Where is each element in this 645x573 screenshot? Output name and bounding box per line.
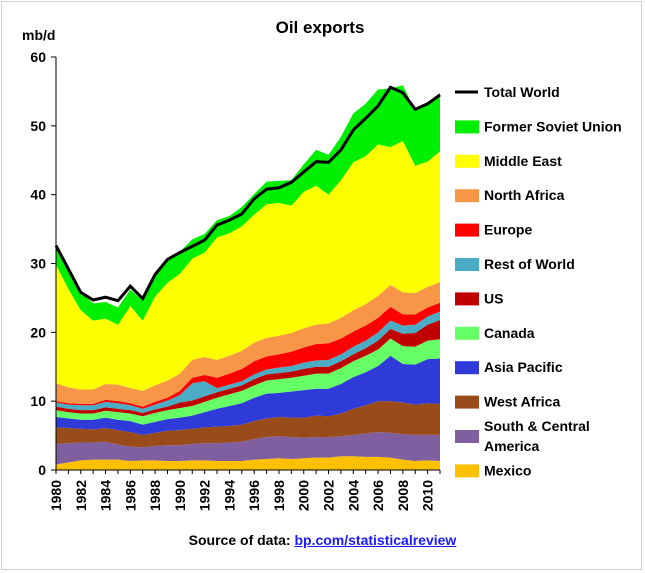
y-tick-label: 20 — [30, 324, 46, 340]
x-tick-label: 2004 — [345, 480, 361, 511]
x-tick-label: 1994 — [221, 480, 237, 511]
x-tick-label: 2006 — [370, 480, 386, 511]
legend-label: US — [484, 290, 503, 306]
y-tick-label: 0 — [38, 462, 46, 478]
legend-swatch — [455, 189, 479, 203]
legend-swatch — [455, 361, 479, 375]
source-link[interactable]: bp.com/statisticalreview — [294, 532, 457, 548]
area-layers — [54, 85, 441, 470]
x-tick-label: 1992 — [197, 480, 213, 511]
legend-label: Rest of World — [484, 256, 575, 272]
y-tick-label: 60 — [30, 49, 46, 65]
y-tick-label: 30 — [30, 256, 46, 272]
legend-label: South & Central — [484, 418, 590, 434]
legend-label: Canada — [484, 325, 535, 341]
legend-label: Former Soviet Union — [484, 118, 622, 134]
legend-label: Total World — [484, 84, 560, 100]
legend-item-south-and-central-america: South & Central America — [455, 418, 590, 454]
legend-item-total-world: Total World — [455, 84, 560, 100]
y-tick-label: 10 — [30, 393, 46, 409]
legend-item-west-africa: West Africa — [455, 394, 560, 410]
legend: Total World Former Soviet Union Middle Eas… — [455, 84, 622, 478]
legend-swatch — [455, 154, 479, 168]
legend-label: America — [484, 438, 539, 454]
legend-label: Middle East — [484, 153, 562, 169]
area-canada — [56, 338, 440, 425]
x-tick-label: 2002 — [321, 480, 337, 511]
chart-title: Oil exports — [276, 18, 365, 37]
legend-item-north-africa: North Africa — [455, 187, 565, 203]
legend-swatch — [455, 292, 479, 306]
area-middle-east — [56, 140, 440, 391]
legend-label: North Africa — [484, 187, 565, 203]
legend-label: Mexico — [484, 462, 531, 478]
x-tick-label: 1980 — [48, 480, 64, 511]
x-tick-label: 2008 — [395, 480, 411, 511]
area-mexico — [56, 456, 440, 470]
legend-swatch — [455, 464, 479, 478]
legend-item-rest-of-world: Rest of World — [455, 256, 575, 272]
legend-item-former-soviet-union: Former Soviet Union — [455, 118, 622, 134]
x-tick-label: 1998 — [271, 480, 287, 511]
legend-swatch — [455, 430, 479, 443]
x-tick-label: 1988 — [147, 480, 163, 511]
area-west-africa — [56, 401, 440, 448]
line-total-world — [54, 85, 441, 303]
x-tick-label: 1990 — [172, 480, 188, 511]
y-tick-label: 40 — [30, 187, 46, 203]
legend-swatch — [455, 258, 479, 271]
source-prefix: Source of data: — [188, 532, 291, 548]
legend-swatch — [455, 395, 479, 409]
legend-swatch — [455, 326, 479, 340]
legend-item-mexico: Mexico — [455, 462, 531, 478]
legend-item-asia-pacific: Asia Pacific — [455, 359, 563, 375]
area-north-africa — [56, 282, 440, 407]
x-tick-label: 2010 — [420, 480, 436, 511]
x-tick-label: 1982 — [73, 480, 89, 511]
area-asia-pacific — [56, 355, 440, 435]
legend-item-canada: Canada — [455, 325, 535, 341]
legend-item-europe: Europe — [455, 222, 532, 238]
x-tick-label: 2000 — [296, 480, 312, 511]
y-axis-unit: mb/d — [22, 27, 55, 43]
legend-item-us: US — [455, 290, 503, 306]
source-note: Source of data: bp.com/statisticalreview — [0, 532, 645, 548]
legend-label: Asia Pacific — [484, 359, 563, 375]
legend-swatch — [455, 120, 479, 134]
y-tick-label: 50 — [30, 118, 46, 134]
legend-label: Europe — [484, 222, 532, 238]
axes: 0 10 20 30 40 50 60 1980 1982 1984 1986 1988 1990 199… — [30, 49, 441, 511]
oil-exports-chart: Oil exports mb/d 0 10 20 30 40 50 60 1980 1982 19… — [22, 18, 622, 511]
x-tick-label: 1984 — [98, 480, 114, 511]
legend-item-middle-east: Middle East — [455, 153, 562, 169]
x-tick-label: 1986 — [122, 480, 138, 511]
x-tick-label: 1996 — [246, 480, 262, 511]
area-south-and-central-america — [56, 432, 440, 465]
legend-swatch — [455, 223, 479, 237]
legend-label: West Africa — [484, 394, 560, 410]
